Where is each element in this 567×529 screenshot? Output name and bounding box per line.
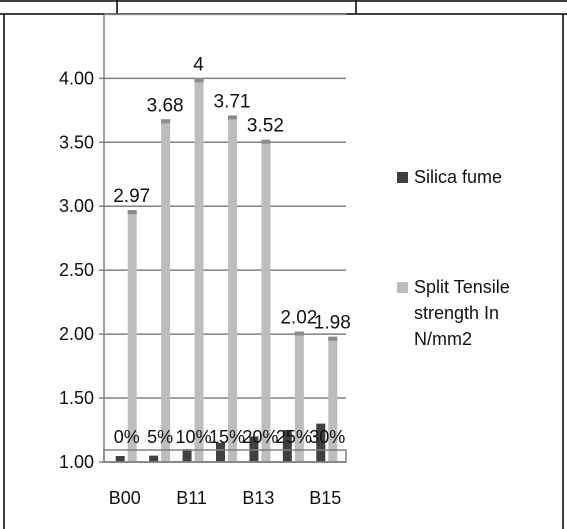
data-label-silica: 25%: [276, 427, 312, 447]
y-tick-label: 3.50: [59, 132, 94, 152]
bar-silica-fume: [216, 442, 225, 462]
bar-cap: [194, 78, 204, 83]
data-label-silica: 20%: [242, 427, 278, 447]
bar-split-tensile: [228, 115, 237, 462]
data-label-silica: 5%: [147, 427, 173, 447]
legend-label: strength In: [414, 303, 499, 323]
legend-label: Silica fume: [414, 167, 502, 187]
y-tick-label: 1.50: [59, 388, 94, 408]
bar-silica-fume: [149, 455, 159, 462]
x-tick-label: B00: [109, 488, 141, 508]
legend-swatch: [397, 172, 408, 183]
bar-silica-fume: [282, 430, 292, 462]
data-label-strength: 2.02: [280, 308, 317, 329]
x-tick-label: B15: [309, 488, 341, 508]
x-axis: B00 B11 B13 B15: [103, 449, 347, 508]
data-label-silica: 10%: [176, 427, 212, 447]
bar-split-tensile: [328, 336, 338, 462]
x-tick-label: B13: [242, 488, 274, 508]
bar-cap: [328, 336, 338, 341]
y-tick-label: 2.00: [59, 324, 94, 344]
bar-cap: [294, 331, 304, 336]
gridlines: [104, 13, 346, 463]
data-label-strength: 3.52: [247, 116, 284, 137]
bar-cap: [127, 210, 137, 215]
y-axis: 1.00 1.50 2.00 2.50 3.00 3.50 4.00: [59, 14, 105, 472]
bar-split-tensile: [294, 331, 304, 462]
y-tick-label: 2.50: [59, 260, 94, 280]
bar-split-tensile: [127, 210, 137, 462]
y-tick-label: 1.00: [59, 452, 94, 472]
legend-swatch: [397, 282, 408, 293]
legend-label: N/mm2: [414, 329, 472, 349]
y-tick-label: 4.00: [59, 68, 94, 88]
data-labels: 2.97 0% 3.68 5% 4 10% 3.71 15% 3.52 20% 2.02 25% 1.9…: [113, 54, 351, 447]
bar-cap: [228, 115, 237, 120]
bar-silica-fume: [115, 456, 125, 462]
bar-silica-fume: [316, 423, 326, 462]
bar-split-tensile: [161, 119, 171, 462]
bar-silica-fume: [182, 449, 192, 462]
legend-label: Split Tensile: [414, 277, 510, 297]
data-label-silica: 15%: [209, 427, 245, 447]
data-label-strength: 3.71: [214, 91, 251, 112]
y-tick-label: 3.00: [59, 196, 94, 216]
data-label-silica: 30%: [309, 427, 345, 447]
bar-silica-fume: [249, 436, 259, 462]
bar-split-tensile: [194, 78, 204, 462]
data-label-strength: 1.98: [314, 313, 351, 334]
bar-cap: [161, 119, 171, 124]
data-label-silica: 0%: [114, 427, 140, 447]
data-label-strength: 4: [193, 54, 204, 75]
bars: [115, 78, 338, 462]
bar-cap: [261, 139, 271, 144]
data-label-strength: 2.97: [113, 186, 150, 207]
x-tick-label: B11: [176, 488, 207, 508]
legend: Silica fume Split Tensile strength In N/mm2: [397, 167, 510, 349]
bar-split-tensile: [261, 139, 271, 462]
data-label-strength: 3.68: [147, 95, 184, 116]
